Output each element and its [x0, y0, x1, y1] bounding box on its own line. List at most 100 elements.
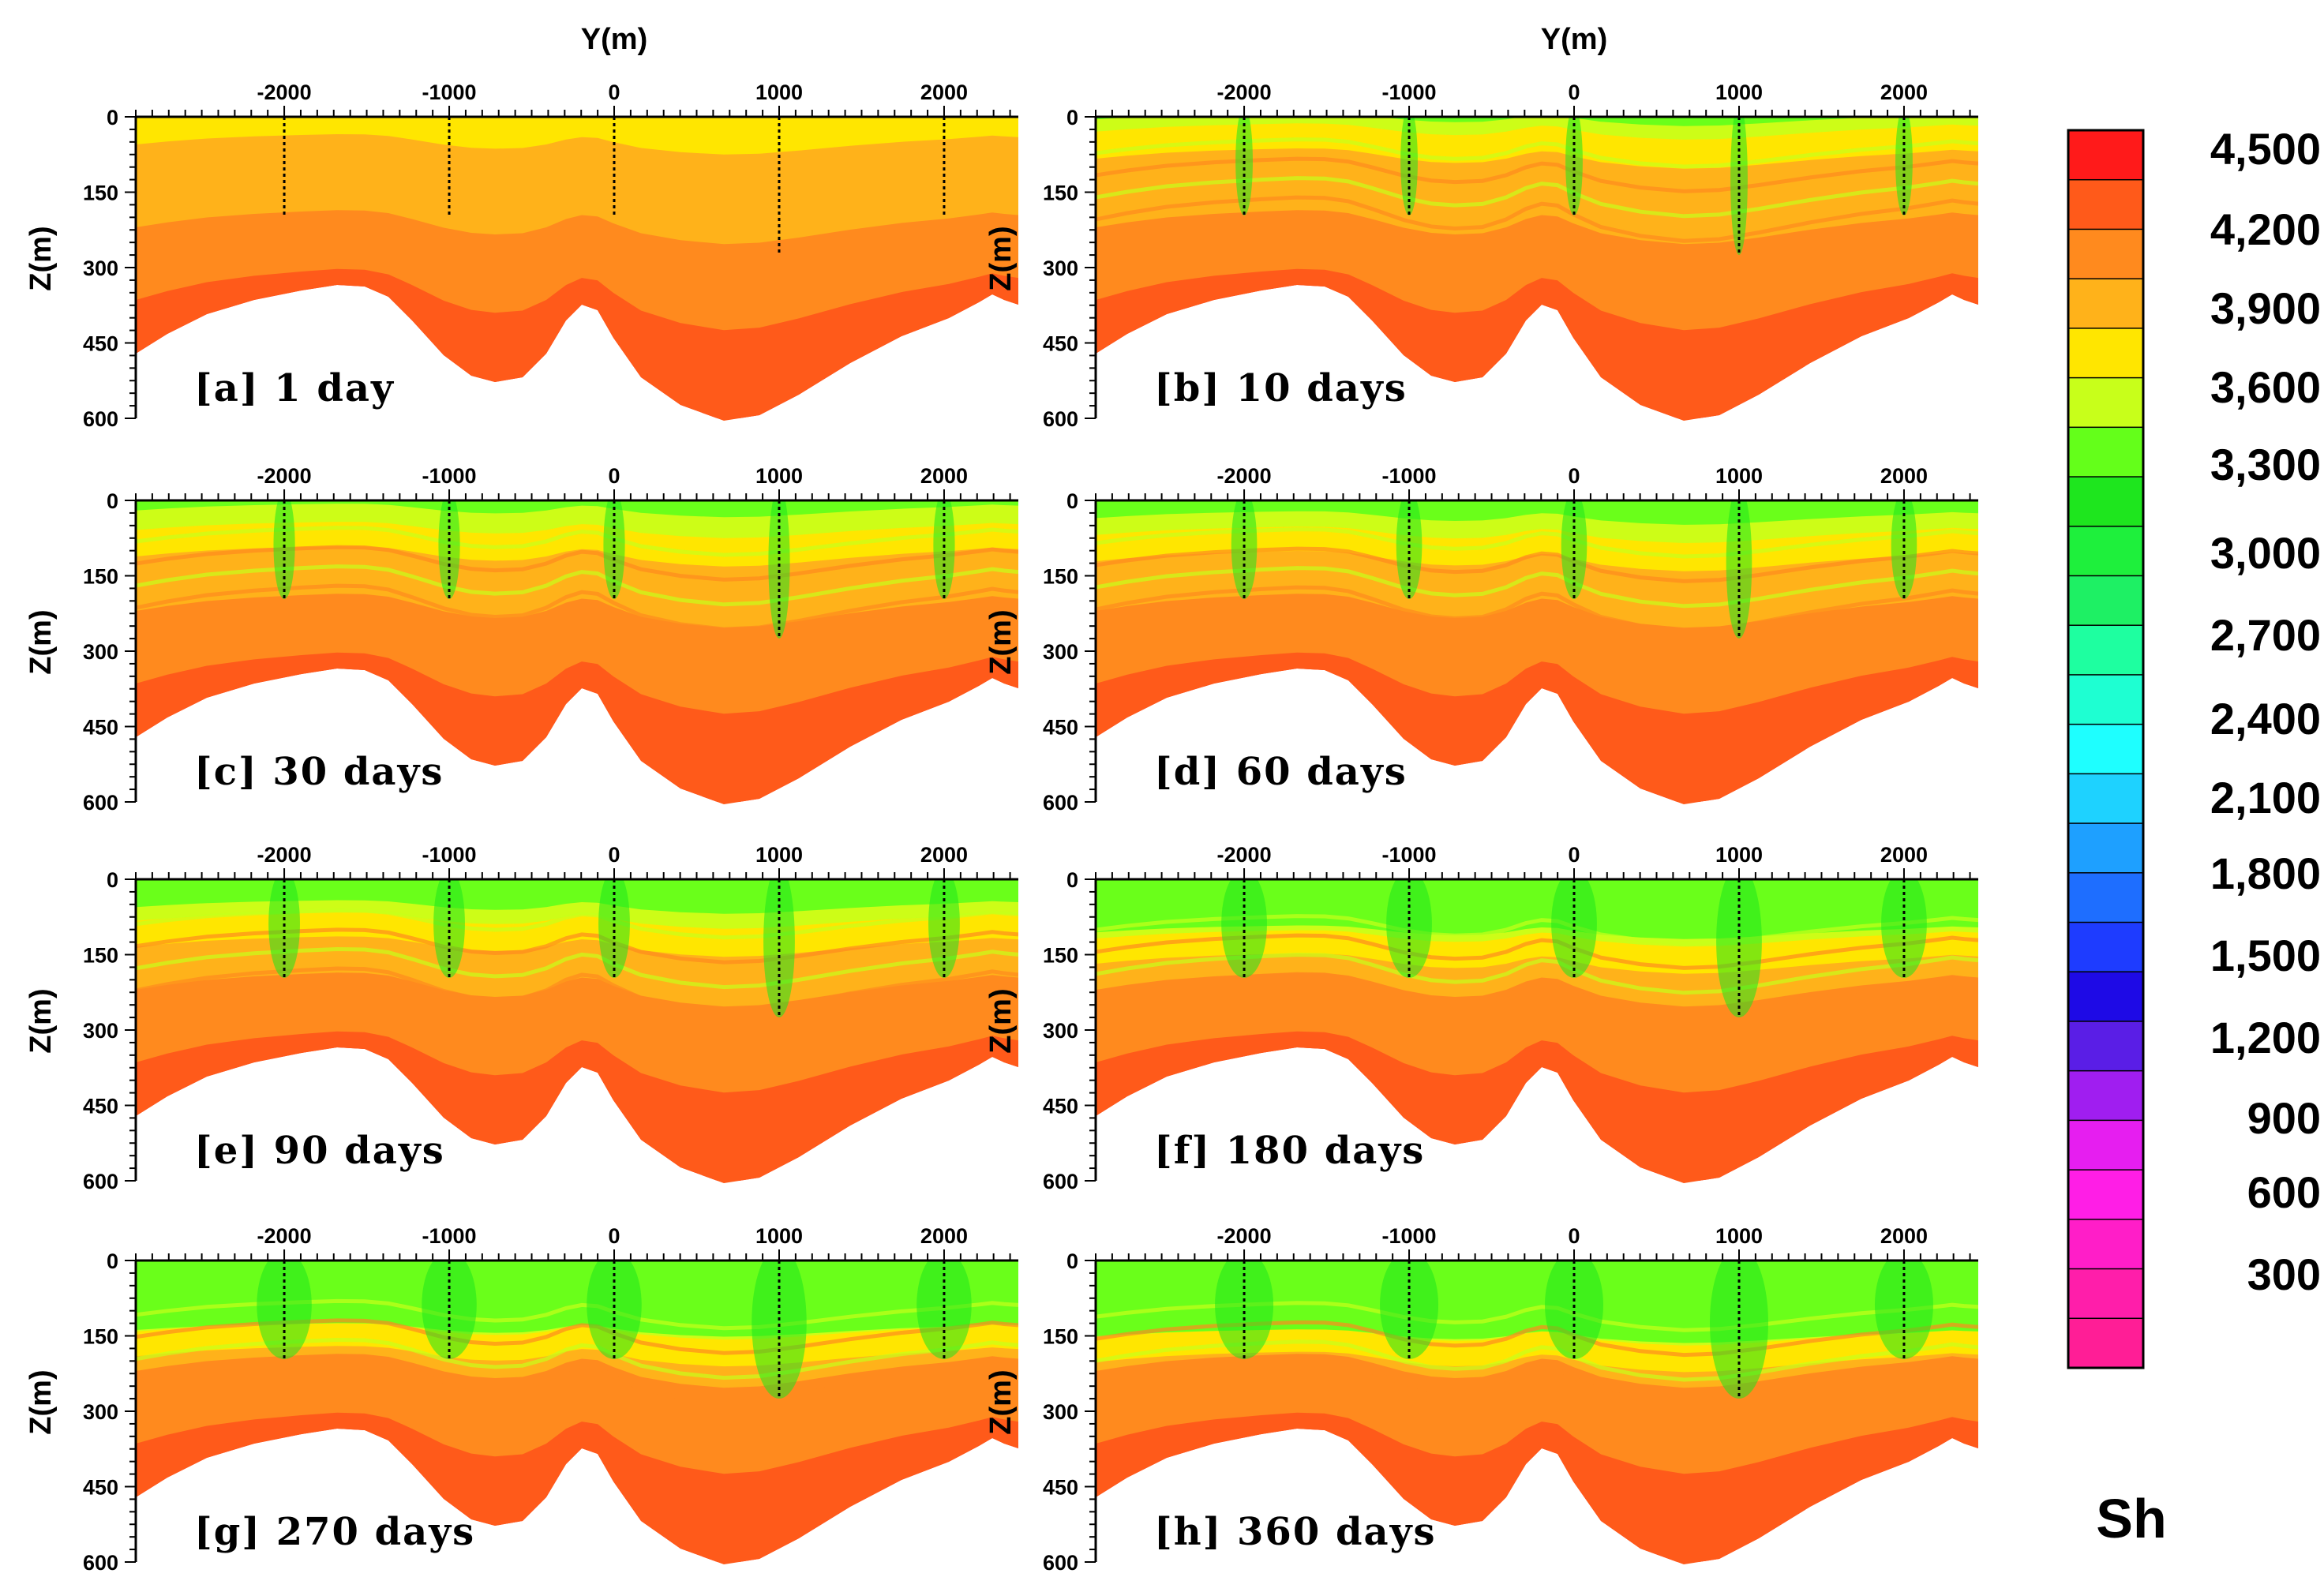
- colorbar-swatch: [2067, 921, 2144, 973]
- y-tick-label: 600: [83, 791, 118, 815]
- y-tick-label: 150: [1043, 182, 1078, 205]
- y-tick-label: 150: [83, 1325, 118, 1349]
- contour-panel: -2000 -1000 0 1000 2000 0 150 300 450 600 Z(m) [c] …: [24, 464, 1018, 815]
- x-tick-label: 1000: [1715, 464, 1763, 488]
- colorbar-level-label: 1,800: [2210, 848, 2321, 898]
- colorbar-swatch: [2067, 1169, 2144, 1221]
- panel-label: [g] 270 days: [194, 1510, 475, 1554]
- y-tick-label: 300: [83, 1400, 118, 1424]
- y-axis-title: Z(m): [24, 226, 58, 290]
- colorbar-level-label: 2,700: [2210, 610, 2321, 660]
- panel-label: [b] 10 days: [1154, 366, 1408, 410]
- y-tick-label: 150: [83, 944, 118, 968]
- x-tick-label: -1000: [422, 1224, 477, 1248]
- colorbar-level-label: 2,400: [2210, 694, 2321, 744]
- y-tick-label: 600: [1043, 791, 1078, 815]
- colorbar-level-label: 4,200: [2210, 204, 2321, 254]
- y-tick-label: 600: [83, 1551, 118, 1575]
- x-tick-label: 2000: [920, 843, 968, 867]
- panel-label: [c] 30 days: [194, 750, 444, 794]
- colorbar-swatch: [2067, 476, 2144, 528]
- x-tick-label: -1000: [422, 81, 477, 104]
- colorbar-swatch: [2067, 1021, 2144, 1072]
- y-tick-label: 300: [1043, 1400, 1078, 1424]
- x-tick-label: 2000: [920, 1224, 968, 1248]
- colorbar-level-label: 2,100: [2210, 773, 2321, 822]
- colorbar-swatch: [2067, 1317, 2144, 1369]
- panel-label: [d] 60 days: [1154, 750, 1408, 794]
- colorbar-level-label: 1,500: [2210, 931, 2321, 980]
- colorbar-swatch: [2067, 178, 2144, 230]
- panel-label: [e] 90 days: [194, 1129, 445, 1173]
- colorbar-swatch: [2067, 575, 2144, 627]
- x-tick-label: -1000: [1382, 81, 1437, 104]
- colorbar-swatch: [2067, 376, 2144, 429]
- colorbar-swatch: [2067, 278, 2144, 330]
- y-axis-title: Z(m): [984, 1369, 1018, 1434]
- well-halo: [752, 1260, 807, 1399]
- colorbar-level-label: 4,500: [2210, 124, 2321, 174]
- well-halo: [1716, 879, 1762, 1017]
- colorbar-swatch: [2067, 1219, 2144, 1270]
- x-tick-label: 0: [609, 81, 620, 104]
- x-tick-label: 1000: [755, 843, 803, 867]
- x-tick-label: 2000: [1880, 843, 1928, 867]
- colorbar-level-label: 3,900: [2210, 283, 2321, 333]
- panel-label: [f] 180 days: [1154, 1129, 1425, 1173]
- x-tick-label: 2000: [1880, 81, 1928, 104]
- colorbar-swatch: [2067, 723, 2144, 775]
- y-tick-label: 150: [83, 565, 118, 589]
- x-tick-label: -2000: [257, 843, 312, 867]
- y-tick-label: 0: [107, 868, 118, 892]
- y-tick-label: 450: [83, 1476, 118, 1500]
- x-tick-label: 1000: [755, 464, 803, 488]
- y-tick-label: 450: [83, 1095, 118, 1118]
- x-tick-label: 0: [1569, 81, 1580, 104]
- contour-panel: -2000 -1000 0 1000 2000 0 150 300 450 600 Z(m) [e] …: [24, 843, 1018, 1193]
- x-tick-label: -2000: [257, 81, 312, 104]
- contour-panel: -2000 -1000 0 1000 2000 0 150 300 450 600 Z(m) [h] …: [984, 1224, 1978, 1575]
- colorbar-swatch: [2067, 129, 2144, 181]
- colorbar-swatch: [2067, 1069, 2144, 1122]
- well-halo: [1730, 117, 1748, 255]
- well-halo: [763, 879, 795, 1017]
- colorbar-swatch: [2067, 971, 2144, 1023]
- contour-field: [136, 117, 1018, 421]
- y-tick-label: 300: [83, 1019, 118, 1043]
- x-tick-label: 1000: [755, 81, 803, 104]
- colorbar-swatch: [2067, 624, 2144, 676]
- colorbar-level-label: 300: [2247, 1249, 2321, 1299]
- y-tick-label: 300: [83, 640, 118, 664]
- x-tick-label: 2000: [1880, 1224, 1928, 1248]
- colorbar-swatch: [2067, 526, 2144, 577]
- y-tick-label: 600: [1043, 1551, 1078, 1575]
- x-tick-label: 1000: [1715, 81, 1763, 104]
- panel-label: [h] 360 days: [1154, 1510, 1437, 1554]
- y-tick-label: 450: [1043, 716, 1078, 740]
- x-tick-label: -1000: [1382, 1224, 1437, 1248]
- x-tick-label: 2000: [920, 464, 968, 488]
- x-tick-label: -2000: [1217, 1224, 1272, 1248]
- y-axis-title: Z(m): [984, 609, 1018, 674]
- x-axis-title: Y(m): [1541, 23, 1607, 56]
- y-tick-label: 0: [1066, 1249, 1078, 1273]
- colorbar-swatch: [2067, 822, 2144, 875]
- well-halo: [1726, 500, 1752, 639]
- panel-label: [a] 1 day: [194, 366, 395, 410]
- contour-panel: -2000 -1000 0 1000 2000 0 150 300 450 600 Z(m) [a] …: [24, 81, 1018, 431]
- colorbar-level-label: 600: [2247, 1167, 2321, 1217]
- colorbar-swatch: [2067, 1268, 2144, 1320]
- contour-panel: -2000 -1000 0 1000 2000 0 150 300 450 600 Z(m) [g] …: [24, 1224, 1018, 1575]
- y-tick-label: 300: [1043, 1019, 1078, 1043]
- y-tick-label: 150: [83, 182, 118, 205]
- colorbar-swatch: [2067, 674, 2144, 725]
- y-axis-title: Z(m): [24, 609, 58, 674]
- x-tick-label: 0: [609, 1224, 620, 1248]
- colorbar-swatch: [2067, 426, 2144, 478]
- y-tick-label: 0: [1066, 489, 1078, 513]
- y-tick-label: 0: [107, 1249, 118, 1273]
- x-tick-label: -2000: [257, 464, 312, 488]
- x-tick-label: 2000: [920, 81, 968, 104]
- y-tick-label: 150: [1043, 565, 1078, 589]
